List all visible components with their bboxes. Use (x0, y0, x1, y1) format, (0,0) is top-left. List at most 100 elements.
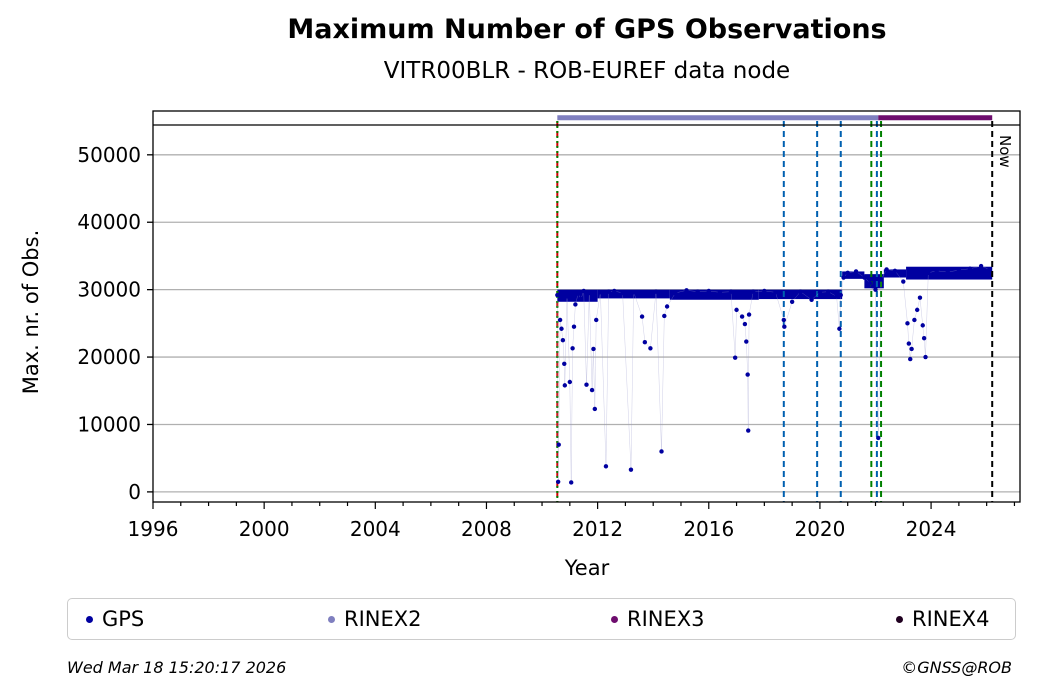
x-tick-label: 2008 (461, 517, 512, 541)
gps-data-point (987, 267, 992, 272)
gps-data-point (581, 288, 586, 294)
gps-data-point (876, 435, 881, 441)
gps-data-point (934, 268, 939, 273)
gps-data-point (921, 335, 927, 341)
gps-data-point (826, 289, 831, 294)
gps-data-point (639, 314, 645, 319)
gps-data-point (837, 326, 842, 331)
gps-data-point (664, 304, 670, 309)
gps-data-point (734, 307, 739, 313)
gps-data-point (695, 289, 700, 294)
gps-data-point (845, 270, 850, 275)
gps-data-point (926, 270, 931, 275)
gps-data-point (575, 291, 581, 296)
grid-layer (153, 154, 1020, 493)
gps-data-point (870, 284, 875, 289)
gps-data-point (742, 321, 748, 327)
x-tick-label: 2016 (683, 517, 734, 541)
gps-data-point (744, 339, 749, 344)
gps-data-point (914, 307, 920, 313)
legend-gps-marker (86, 615, 93, 623)
legend-rinex3-marker (611, 615, 618, 623)
gps-data-point (564, 294, 570, 299)
gps-data-point (762, 288, 767, 294)
gps-data-point (598, 290, 603, 295)
gps-data-point (628, 467, 634, 472)
y-tick-label: 20000 (77, 345, 141, 369)
chart-subtitle: VITR00BLR - ROB-EUREF data node (383, 58, 791, 84)
gps-data-point (556, 442, 561, 447)
gps-data-point (781, 317, 786, 323)
footer-timestamp: Wed Mar 18 15:20:17 2026 (67, 658, 287, 677)
legend-rinex4-marker (896, 615, 903, 623)
gps-data-point (923, 354, 928, 360)
gps-data-point (920, 323, 925, 328)
gps-data-point (555, 292, 560, 298)
legend-item-rinex3: RINEX3 (611, 599, 705, 639)
gps-data-point (908, 356, 913, 362)
gps-data-point (878, 277, 884, 282)
x-tick-label: 2004 (350, 517, 401, 541)
vertical-marker-layer: Now (556, 121, 1014, 502)
gps-data-point (589, 387, 595, 393)
gps-data-point (917, 295, 923, 300)
gps-data-point (555, 479, 561, 484)
gps-data-point (571, 324, 577, 329)
gps-data-point (732, 355, 738, 360)
y-tick-label: 50000 (77, 143, 141, 167)
gps-data-point (838, 292, 843, 298)
gps-data-point (751, 289, 756, 294)
gps-data-point (612, 288, 617, 294)
gps-data-point (662, 313, 667, 319)
legend-rinex2-label: RINEX2 (344, 607, 422, 631)
y-tick-label: 40000 (77, 210, 141, 234)
gps-data-point (967, 266, 973, 271)
gps-data-band (758, 289, 843, 300)
gps-data-point (659, 449, 664, 454)
chart-title: Maximum Number of GPS Observations (287, 14, 887, 45)
x-tick-label: 1996 (128, 517, 179, 541)
gps-data-point (642, 340, 648, 345)
gps-data-band (669, 289, 759, 300)
gps-data-point (603, 464, 609, 469)
data-point-layer (555, 263, 992, 485)
axis-layer: 0 10000 20000 30000 40000 50000 1996 2000 2004 20… (77, 110, 1021, 541)
gps-data-point (673, 290, 678, 296)
gps-data-point (909, 346, 914, 352)
gps-data-point (573, 302, 578, 307)
legend-rinex3-label: RINEX3 (627, 607, 705, 631)
gps-data-point (892, 268, 898, 273)
gps-data-point (853, 269, 859, 274)
gps-data-point (620, 290, 625, 296)
gps-data-point (728, 289, 734, 294)
gps-data-point (562, 383, 568, 388)
now-marker-label: Now (996, 135, 1014, 168)
gps-data-point (956, 267, 962, 273)
gps-data-point (912, 317, 917, 323)
gps-data-point (717, 290, 723, 295)
plot-frame (152, 110, 1021, 503)
gps-data-point (884, 267, 889, 272)
gps-data-point (862, 275, 867, 280)
gps-data-point (570, 346, 575, 351)
gps-data-point (584, 382, 589, 387)
gps-data-point (560, 338, 566, 343)
legend-item-rinex4: RINEX4 (896, 599, 990, 639)
gps-data-point (631, 290, 636, 295)
gps-data-point (906, 341, 912, 346)
gps-data-point (773, 290, 778, 295)
x-tick-label: 2024 (906, 517, 957, 541)
gps-data-point (562, 361, 567, 367)
gps-data-point (559, 326, 564, 331)
legend-item-gps: GPS (86, 599, 144, 639)
gps-data-band (883, 269, 907, 278)
y-tick-label: 0 (128, 480, 141, 504)
legend: GPS RINEX2 RINEX3 RINEX4 (67, 598, 1016, 640)
gps-data-point (745, 372, 750, 377)
gps-data-point (567, 379, 573, 385)
gps-data-point (706, 288, 711, 294)
gps-data-point (591, 346, 596, 352)
footer-credit: ©GNSS@ROB (901, 658, 1012, 677)
gps-data-point (798, 289, 803, 294)
